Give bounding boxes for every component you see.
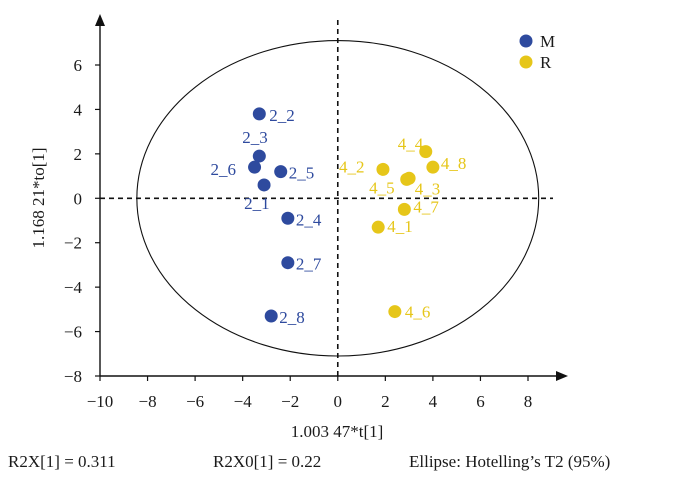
- y-tick-label: 2: [74, 145, 83, 164]
- data-point: [248, 160, 262, 174]
- data-point-label: 2_1: [244, 194, 269, 213]
- x-tick-label: −2: [281, 392, 299, 411]
- x-tick-label: −10: [87, 392, 114, 411]
- legend-marker: [519, 34, 533, 48]
- ellipse-note: Ellipse: Hotelling’s T2 (95%): [409, 452, 611, 471]
- data-point-label: 4_2: [339, 157, 365, 176]
- y-tick-label: −8: [64, 367, 82, 386]
- y-tick-label: −6: [64, 323, 82, 342]
- r2x-value: R2X[1] = 0.311: [8, 452, 116, 471]
- data-point: [397, 202, 411, 216]
- x-axis-arrow-icon: [556, 371, 568, 381]
- x-tick-label: −8: [139, 392, 157, 411]
- data-point: [274, 165, 288, 179]
- data-point-label: 4_8: [441, 154, 467, 173]
- y-tick-label: −2: [64, 234, 82, 253]
- y-axis-title: 1.168 21*to[1]: [29, 147, 48, 248]
- r2x0-value: R2X0[1] = 0.22: [213, 452, 322, 471]
- data-point-label: 2_4: [296, 210, 322, 229]
- scatter-chart: −10 −8 −6 −4 −2 0 2 4 6 8 −8 −6 −4 −2 0 2 4 6 1.003 47*t[1…: [29, 14, 568, 441]
- y-tick-label: 0: [74, 189, 83, 208]
- data-point-label: 4_5: [369, 178, 395, 197]
- data-point-label: 2_8: [279, 308, 305, 327]
- data-point: [281, 211, 295, 225]
- legend-marker: [519, 55, 533, 69]
- data-point-label: 4_7: [413, 197, 439, 216]
- data-point: [281, 256, 295, 270]
- y-tick-label: −4: [64, 278, 83, 297]
- data-point: [264, 309, 278, 323]
- data-point: [371, 220, 385, 234]
- y-axis-arrow-icon: [95, 14, 105, 26]
- data-point-label: 2_2: [269, 106, 295, 125]
- data-point-label: 4_3: [415, 179, 441, 198]
- data-point: [252, 107, 266, 121]
- x-tick-label: 8: [524, 392, 533, 411]
- data-point-label: 4_4: [398, 135, 424, 154]
- data-point: [376, 162, 390, 176]
- x-tick-label: −4: [234, 392, 253, 411]
- data-point-label: 2_6: [211, 160, 237, 179]
- x-tick-label: 2: [381, 392, 390, 411]
- x-tick-label: 6: [476, 392, 485, 411]
- x-tick-label: 4: [429, 392, 438, 411]
- data-point: [400, 172, 414, 186]
- data-point-label: 4_1: [387, 217, 413, 236]
- data-point-label: 4_6: [405, 303, 431, 322]
- data-point-label: 2_5: [289, 164, 315, 183]
- x-tick-label: −6: [186, 392, 204, 411]
- legend-label: M: [540, 32, 555, 51]
- data-point: [388, 305, 402, 319]
- x-tick-label: 0: [334, 392, 343, 411]
- legend-label: R: [540, 53, 552, 72]
- model-summary: R2X[1] = 0.311 R2X0[1] = 0.22 Ellipse: H…: [0, 452, 691, 476]
- data-point-label: 2_3: [242, 128, 267, 147]
- y-tick-label: 6: [74, 56, 83, 75]
- data-point: [426, 160, 440, 174]
- data-point: [257, 178, 271, 192]
- data-point-label: 2_7: [296, 255, 322, 274]
- data-point: [252, 149, 266, 163]
- y-tick-label: 4: [74, 100, 83, 119]
- data-point: [419, 145, 433, 159]
- x-axis-title: 1.003 47*t[1]: [291, 422, 384, 441]
